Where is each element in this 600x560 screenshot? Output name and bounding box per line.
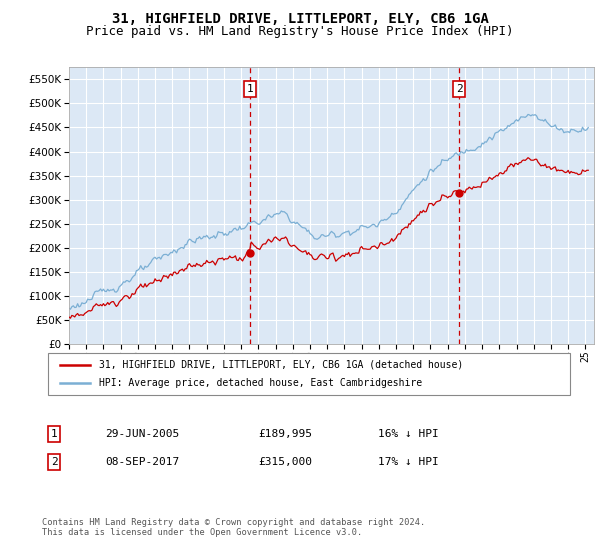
Text: 1: 1 — [50, 429, 58, 439]
Text: 08-SEP-2017: 08-SEP-2017 — [105, 457, 179, 467]
Text: 31, HIGHFIELD DRIVE, LITTLEPORT, ELY, CB6 1GA (detached house): 31, HIGHFIELD DRIVE, LITTLEPORT, ELY, CB… — [99, 360, 463, 370]
Text: £315,000: £315,000 — [258, 457, 312, 467]
Text: 1: 1 — [247, 84, 253, 94]
Text: 31, HIGHFIELD DRIVE, LITTLEPORT, ELY, CB6 1GA: 31, HIGHFIELD DRIVE, LITTLEPORT, ELY, CB… — [112, 12, 488, 26]
Text: Price paid vs. HM Land Registry's House Price Index (HPI): Price paid vs. HM Land Registry's House … — [86, 25, 514, 38]
Text: 16% ↓ HPI: 16% ↓ HPI — [378, 429, 439, 439]
Text: 17% ↓ HPI: 17% ↓ HPI — [378, 457, 439, 467]
Text: £189,995: £189,995 — [258, 429, 312, 439]
Text: 29-JUN-2005: 29-JUN-2005 — [105, 429, 179, 439]
Text: 2: 2 — [50, 457, 58, 467]
Text: 2: 2 — [456, 84, 463, 94]
Text: Contains HM Land Registry data © Crown copyright and database right 2024.
This d: Contains HM Land Registry data © Crown c… — [42, 518, 425, 538]
Text: HPI: Average price, detached house, East Cambridgeshire: HPI: Average price, detached house, East… — [99, 378, 422, 388]
